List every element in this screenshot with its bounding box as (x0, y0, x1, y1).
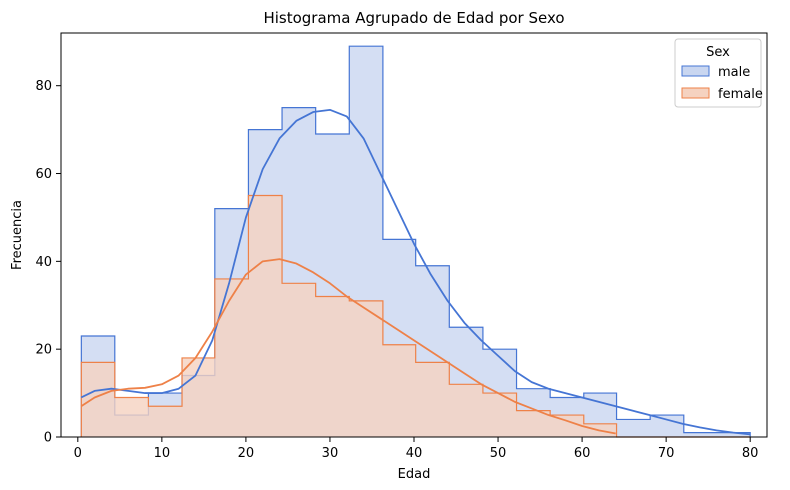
y-tick-label-20: 20 (35, 343, 52, 358)
y-tick-label-60: 60 (35, 167, 52, 182)
x-tick-label-30: 30 (322, 446, 339, 461)
x-tick-label-20: 20 (238, 446, 255, 461)
x-tick-label-50: 50 (490, 446, 507, 461)
legend-title: Sex (706, 45, 730, 60)
kde-curves (80, 108, 751, 436)
y-axis: 0 20 40 60 80 (35, 79, 61, 446)
legend: Sex male female (674, 38, 763, 108)
x-tick-label-70: 70 (658, 446, 675, 461)
legend-label-female: female (718, 87, 763, 102)
y-tick-label-40: 40 (35, 255, 52, 270)
x-axis: 0 10 20 30 40 50 60 70 80 (74, 437, 759, 461)
legend-label-male: male (718, 65, 750, 80)
legend-swatch-female (681, 87, 710, 99)
chart-title: Histograma Agrupado de Edad por Sexo (263, 9, 564, 27)
x-tick-label-0: 0 (74, 446, 82, 461)
legend-swatch-male (681, 65, 710, 77)
x-tick-label-60: 60 (574, 446, 591, 461)
x-tick-label-40: 40 (406, 446, 423, 461)
x-axis-label: Edad (398, 467, 431, 482)
x-tick-label-10: 10 (154, 446, 171, 461)
kde-line-male (80, 108, 751, 436)
plot-fills (80, 45, 751, 438)
y-tick-label-80: 80 (35, 79, 52, 94)
histogram-step-female (80, 194, 751, 438)
y-axis-label: Frecuencia (10, 200, 25, 270)
y-tick-label-0: 0 (44, 431, 52, 446)
x-tick-label-80: 80 (742, 446, 759, 461)
kde-line-female (80, 258, 616, 435)
